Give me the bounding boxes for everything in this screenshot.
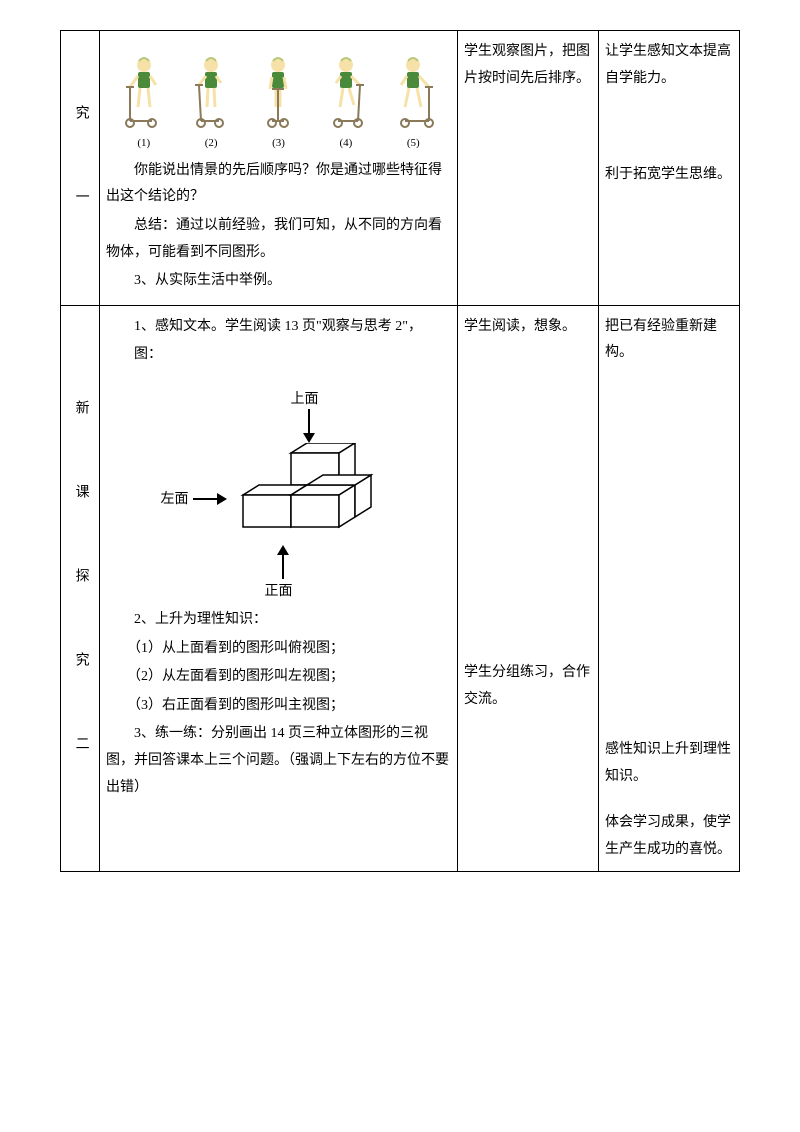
row2-p2a: （1）从上面看到的图形叫俯视图； xyxy=(106,636,451,663)
row2-p2: 2、上升为理性知识： xyxy=(106,607,451,634)
row1-note1: 让学生感知文本提高自学能力。 xyxy=(605,39,733,92)
scooter-icon xyxy=(391,55,435,131)
scooter-num-1: (1) xyxy=(137,133,150,154)
row2-label-cell: 新 课 探 究 二 xyxy=(61,305,100,872)
scooter-3: (3) xyxy=(256,55,300,154)
row1-note2: 利于拓宽学生思维。 xyxy=(605,162,733,189)
row2-p1: 1、感知文本。学生阅读 13 页"观察与思考 2"， xyxy=(106,314,451,341)
row2-act1: 学生阅读，想象。 xyxy=(464,314,592,341)
row2-note2: 感性知识上升到理性知识。 xyxy=(605,737,733,790)
cubes-icon xyxy=(229,443,389,553)
row1-label-cell: 究 一 xyxy=(61,31,100,306)
scooter-icon xyxy=(324,55,368,131)
row1-note-cell: 让学生感知文本提高自学能力。 利于拓宽学生思维。 xyxy=(598,31,739,306)
scooter-2: (2) xyxy=(189,55,233,154)
arrow-down-icon xyxy=(301,409,317,443)
row2-activity-cell: 学生阅读，想象。 学生分组练习，合作交流。 xyxy=(457,305,598,872)
row2-label: 新 课 探 究 二 xyxy=(67,400,94,778)
row1-question: 你能说出情景的先后顺序吗？你是通过哪些特征得出这个结论的？ xyxy=(106,158,451,211)
scooter-icon xyxy=(122,55,166,131)
scooter-icon xyxy=(256,55,300,131)
row1-p3: 3、从实际生活中举例。 xyxy=(106,268,451,295)
scooter-num-4: (4) xyxy=(339,133,352,154)
scooter-5: (5) xyxy=(391,55,435,154)
row1-label: 究 一 xyxy=(67,105,94,231)
label-front: 正面 xyxy=(265,579,293,606)
arrow-up-icon xyxy=(275,545,291,579)
row2-p2b: （2）从左面看到的图形叫左视图； xyxy=(106,664,451,691)
scooter-sequence: (1) (2) xyxy=(106,39,451,158)
scooter-1: (1) xyxy=(122,55,166,154)
row2-main-cell: 1、感知文本。学生阅读 13 页"观察与思考 2"， 图： 上面 左面 xyxy=(100,305,458,872)
row2-p3: 3、练一练：分别画出 14 页三种立体图形的三视图，并回答课本上三个问题。（强调… xyxy=(106,721,451,801)
row2-note1: 把已有经验重新建构。 xyxy=(605,314,733,367)
row2-note3: 体会学习成果，使学生产生成功的喜悦。 xyxy=(605,810,733,863)
scooter-num-2: (2) xyxy=(205,133,218,154)
row2-note-cell: 把已有经验重新建构。 感性知识上升到理性知识。 体会学习成果，使学生产生成功的喜… xyxy=(598,305,739,872)
row2-p1b: 图： xyxy=(106,342,451,369)
row-inquiry-2: 新 课 探 究 二 1、感知文本。学生阅读 13 页"观察与思考 2"， 图： … xyxy=(61,305,740,872)
arrow-right-icon xyxy=(193,491,227,507)
scooter-num-5: (5) xyxy=(407,133,420,154)
row1-summary: 总结：通过以前经验，我们可知，从不同的方向看物体，可能看到不同图形。 xyxy=(106,213,451,266)
row1-main-cell: (1) (2) xyxy=(100,31,458,306)
row-inquiry-1: 究 一 xyxy=(61,31,740,306)
row2-act2: 学生分组练习，合作交流。 xyxy=(464,660,592,713)
row1-activity-cell: 学生观察图片，把图片按时间先后排序。 xyxy=(457,31,598,306)
scooter-icon xyxy=(189,55,233,131)
scooter-4: (4) xyxy=(324,55,368,154)
row2-p2c: （3）右正面看到的图形叫主视图； xyxy=(106,693,451,720)
label-left: 左面 xyxy=(161,487,189,514)
cube-diagram: 上面 左面 xyxy=(159,387,399,597)
scooter-num-3: (3) xyxy=(272,133,285,154)
lesson-plan-table: 究 一 xyxy=(60,30,740,872)
row1-activity: 学生观察图片，把图片按时间先后排序。 xyxy=(464,39,592,92)
